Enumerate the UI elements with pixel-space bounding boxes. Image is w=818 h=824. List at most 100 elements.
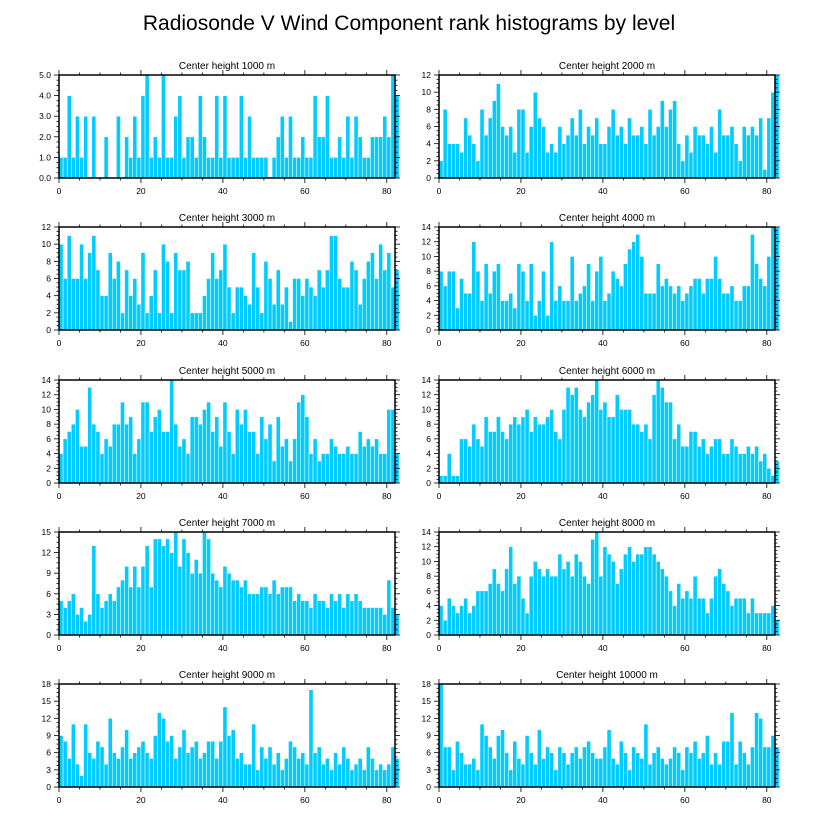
bar	[623, 409, 628, 484]
bar	[553, 300, 559, 331]
bar	[549, 241, 554, 331]
bar	[610, 109, 616, 179]
bar	[746, 285, 751, 331]
bar	[267, 278, 273, 331]
bar	[136, 157, 142, 179]
x-tick-label: 60	[680, 186, 690, 196]
bar	[750, 746, 755, 788]
x-tick-label: 0	[57, 795, 62, 805]
bar	[455, 475, 460, 484]
bar	[62, 607, 68, 636]
bar	[382, 769, 388, 788]
bar	[333, 235, 338, 331]
bar	[598, 758, 604, 788]
bar	[349, 157, 355, 179]
bar	[169, 552, 174, 636]
x-tick-label: 80	[762, 338, 772, 348]
bar	[463, 597, 468, 636]
bar	[91, 423, 97, 484]
bar	[263, 157, 269, 179]
y-tick-label: 10	[422, 556, 432, 566]
x-tick-label: 0	[57, 491, 62, 501]
bar	[590, 752, 595, 788]
bar	[717, 109, 722, 179]
x-tick-label: 20	[136, 186, 146, 196]
y-tick-label: 15	[42, 527, 52, 537]
bar	[280, 115, 285, 179]
bar	[120, 579, 125, 636]
bar	[688, 597, 694, 636]
bar	[557, 553, 563, 636]
bar	[492, 568, 497, 636]
x-tick-label: 80	[382, 491, 392, 501]
bar	[275, 136, 281, 179]
bar	[173, 758, 179, 788]
bar	[210, 572, 215, 636]
x-tick-label: 60	[300, 338, 310, 348]
bar	[288, 321, 293, 331]
bar	[610, 561, 616, 636]
y-tick-label: 6	[46, 748, 51, 758]
bar	[349, 453, 355, 484]
bar	[635, 423, 641, 484]
bar	[308, 453, 314, 484]
bar	[688, 152, 694, 179]
bar	[177, 269, 183, 331]
x-tick-label: 0	[57, 186, 62, 196]
bar	[668, 285, 673, 331]
bar	[700, 752, 706, 788]
y-tick-label: 14	[42, 375, 52, 385]
bar	[528, 431, 534, 484]
bar	[157, 157, 162, 179]
bar	[594, 379, 600, 484]
bar	[467, 763, 473, 788]
bar	[549, 409, 554, 484]
bar	[157, 409, 162, 484]
bar	[218, 740, 224, 788]
bar	[647, 292, 653, 331]
bar	[537, 568, 542, 636]
bar	[140, 401, 146, 484]
bar	[366, 438, 371, 484]
bar	[226, 735, 232, 788]
bar	[619, 285, 624, 331]
bar	[586, 126, 591, 179]
bar	[635, 134, 641, 179]
bar	[655, 746, 661, 788]
bar	[459, 438, 464, 484]
bar	[758, 117, 763, 179]
bar	[725, 740, 731, 788]
bar	[688, 431, 694, 484]
bar	[516, 758, 522, 788]
bar	[378, 763, 383, 788]
bar	[198, 758, 203, 788]
bar	[79, 607, 84, 636]
bar	[239, 423, 244, 484]
bar	[680, 160, 686, 179]
bar	[198, 423, 203, 484]
x-tick-label: 40	[218, 186, 228, 196]
bar	[329, 235, 334, 331]
bar	[651, 752, 657, 788]
bar	[721, 740, 727, 788]
bar	[185, 136, 191, 179]
bar	[79, 445, 84, 484]
bar	[639, 126, 645, 179]
bar	[87, 252, 93, 331]
y-tick-label: 6	[46, 434, 51, 444]
bar	[606, 126, 612, 179]
bar	[165, 431, 170, 484]
bar	[541, 270, 546, 331]
bar	[169, 379, 174, 484]
x-tick-label: 0	[437, 491, 442, 501]
bar	[87, 387, 93, 484]
bar	[189, 416, 195, 484]
y-tick-label: 0	[426, 478, 431, 488]
bar	[341, 286, 347, 331]
panel-title: Center height 1000 m	[179, 61, 275, 72]
bar	[557, 126, 563, 179]
bar	[107, 252, 113, 331]
x-tick-label: 60	[300, 643, 310, 653]
bar	[754, 134, 759, 179]
bar	[275, 593, 281, 636]
